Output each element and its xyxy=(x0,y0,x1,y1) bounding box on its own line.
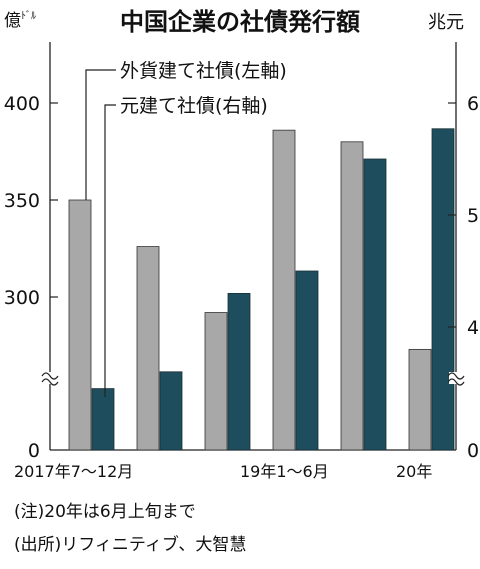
right-tick-label-2: 5 xyxy=(467,205,479,227)
left-tick-label-3: 400 xyxy=(4,93,40,115)
left-tick-label-0: 0 xyxy=(28,440,40,462)
footnote: (注)20年は6月上旬まで xyxy=(14,502,196,522)
left-unit-main: 億 xyxy=(4,11,21,31)
bar-yuan-0 xyxy=(91,388,115,451)
bar-yuan-2 xyxy=(227,292,251,451)
right-tick-label-3: 6 xyxy=(467,93,479,115)
right-axis-break-bottom xyxy=(447,378,465,386)
bar-foreign-2 xyxy=(204,312,228,451)
left-tick-label-2: 350 xyxy=(4,190,40,212)
legend-foreign-label: 外貨建て社債(左軸) xyxy=(120,60,287,82)
x-label-20: 20年 xyxy=(396,462,433,481)
bar-foreign-4 xyxy=(340,141,364,451)
left-axis-break-top xyxy=(41,372,59,380)
legend-leader-foreign xyxy=(85,69,116,200)
x-label-19: 19年1〜6月 xyxy=(240,462,329,481)
bar-foreign-3 xyxy=(272,129,296,451)
bar-yuan-4 xyxy=(363,158,387,451)
bar-yuan-3 xyxy=(295,270,319,451)
bar-foreign-0 xyxy=(68,199,92,451)
right-axis-break-gap xyxy=(449,372,463,384)
legend-yuan-label: 元建て社債(右軸) xyxy=(120,95,268,117)
left-axis-break-bottom xyxy=(41,378,59,386)
bar-yuan-5 xyxy=(431,128,455,451)
bar-yuan-1 xyxy=(159,371,183,451)
left-axis-break-gap xyxy=(43,372,57,384)
left-unit-sub: ﾄﾞﾙ xyxy=(21,11,36,22)
left-tick-label-1: 300 xyxy=(4,287,40,309)
left-axis-unit: 億ﾄﾞﾙ xyxy=(4,6,36,31)
right-axis-break-top xyxy=(447,372,465,380)
right-tick-label-0: 0 xyxy=(467,440,479,462)
right-axis-unit: 兆元 xyxy=(428,12,464,33)
source-note: (出所)リフィニティブ、大智慧 xyxy=(14,535,247,555)
right-tick-label-1: 4 xyxy=(467,317,479,339)
x-label-2017: 2017年7〜12月 xyxy=(14,462,134,481)
chart-title: 中国企業の社債発行額 xyxy=(120,8,360,36)
legend-leader-yuan xyxy=(104,104,116,397)
bar-foreign-5 xyxy=(408,348,432,451)
bar-foreign-1 xyxy=(136,246,160,451)
